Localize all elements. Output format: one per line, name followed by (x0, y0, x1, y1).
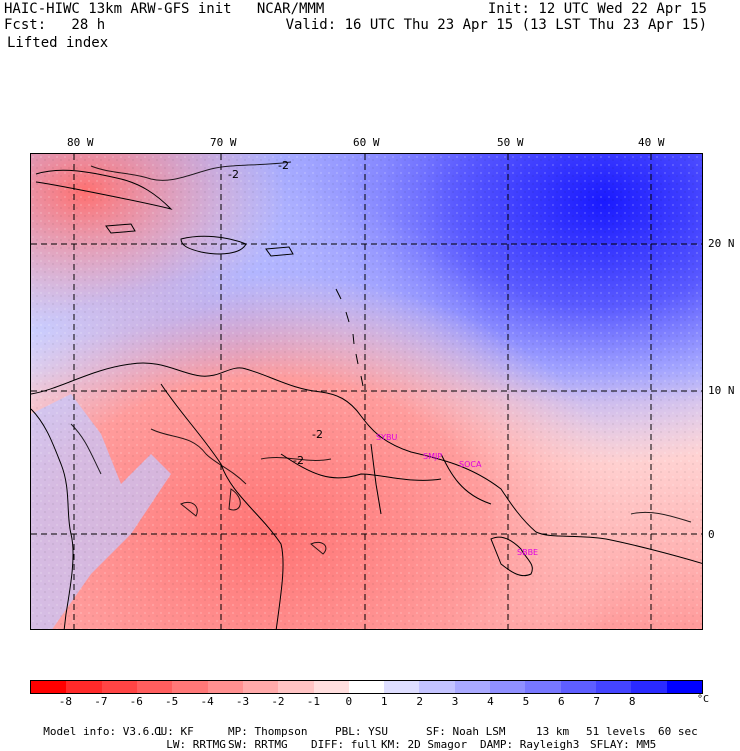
cuba-coast (35, 169, 173, 210)
legend-color-cell (631, 681, 667, 693)
legend-tick-label: 3 (451, 695, 459, 708)
footer-item: MP: Thompson (228, 725, 308, 738)
field-name: Lifted index (7, 35, 109, 51)
footer-item: CU: KF (154, 725, 194, 738)
footer-physics-info: LW: RRTMG SW: RRTMG DIFF: full KM: 2D Smago… (153, 725, 656, 751)
lifted-index-map (30, 153, 703, 630)
legend-tick-label: 8 (628, 695, 636, 708)
jamaica-coast (105, 223, 136, 234)
legend-tick-label: 1 (380, 695, 388, 708)
legend-color-cell (242, 681, 279, 693)
lon-label-50w: 50 W (497, 136, 524, 149)
station-label-soca: SOCA (459, 460, 482, 469)
legend-tick-label: -3 (235, 695, 250, 708)
contour-label: -2 (228, 168, 239, 181)
legend-tick-label: 5 (522, 695, 530, 708)
contour-label: -2 (312, 428, 323, 441)
station-label-sbbe: SBBE (517, 548, 539, 557)
puerto-rico-coast (265, 246, 294, 257)
station-label-sybu: SYBU (376, 433, 398, 442)
legend-color-cell (136, 681, 173, 693)
legend-color-cell (66, 681, 102, 693)
init-time: Init: 12 UTC Wed 22 Apr 15 (487, 1, 707, 17)
legend-tick-label: -1 (306, 695, 320, 708)
legend-color-cell (419, 681, 455, 693)
legend-color-cell (384, 681, 420, 693)
footer-item: 51 levels (586, 725, 646, 738)
legend-tick-label: -2 (271, 695, 285, 708)
forecast-hour: Fcst: 28 h (4, 17, 106, 33)
footer-item: Model info: V3.6.1 (43, 725, 163, 738)
legend-color-cell (101, 681, 137, 693)
legend-tick-label: 7 (593, 695, 601, 708)
lesser-antilles (335, 288, 364, 387)
legend-color-cell (666, 681, 702, 693)
legend-tick-label: 0 (345, 695, 353, 708)
graticule (31, 154, 702, 629)
lon-label-70w: 70 W (210, 136, 237, 149)
valid-time: Valid: 16 UTC Thu 23 Apr 15 (13 LST Thu … (285, 17, 707, 33)
interior-border-4 (440, 453, 492, 505)
interior-border-2 (280, 453, 442, 481)
legend-tick-label: -7 (94, 695, 108, 708)
legend-tick-label: 6 (558, 695, 565, 708)
interior-border-1 (160, 383, 284, 629)
lat-label-20n: 20 N (708, 237, 735, 250)
lon-label-60w: 60 W (353, 136, 380, 149)
legend-tick-label: -4 (200, 695, 214, 708)
contour-label: -2 (293, 454, 304, 467)
station-label-smjp: SMJP (423, 452, 443, 461)
hispaniola-coast (180, 235, 247, 255)
amazon-delta (490, 536, 533, 577)
legend-color-cell (596, 681, 632, 693)
legend-color-cell (313, 681, 349, 693)
model-title: HAIC-HIWC 13km ARW-GFS init NCAR/MMM (4, 1, 325, 17)
south-america-north-coast (31, 362, 702, 564)
legend-tick-label: 4 (487, 695, 494, 708)
legend-color-cell (490, 681, 526, 693)
color-legend (30, 680, 703, 694)
legend-color-cell (172, 681, 208, 693)
legend-color-cell (278, 681, 314, 693)
south-america-west-coast (31, 408, 74, 629)
legend-tick-label: -6 (129, 695, 143, 708)
coastlines (31, 169, 702, 629)
lat-label-0: 0 (708, 528, 715, 541)
legend-tick-label: -8 (58, 695, 73, 708)
footer-item: PBL: YSU (335, 725, 388, 738)
legend-tick-label: -5 (165, 695, 179, 708)
legend-tick-label: 2 (416, 695, 423, 708)
legend-color-cell (348, 681, 385, 693)
legend-color-cell (207, 681, 243, 693)
contour-label: -2 (278, 159, 289, 172)
lon-label-80w: 80 W (67, 136, 94, 149)
legend-color-cell (525, 681, 561, 693)
lon-label-40w: 40 W (638, 136, 665, 149)
interior-border-3 (370, 443, 382, 515)
footer-item: SF: Noah LSM (426, 725, 506, 738)
footer-item: 60 sec (658, 725, 698, 738)
legend-unit: °C (697, 694, 710, 705)
legend-color-cell (560, 681, 596, 693)
legend-color-cell (31, 681, 67, 693)
lat-label-10n: 10 N (708, 384, 735, 397)
footer-item: 13 km (536, 725, 570, 738)
footer-model-info: Model info: V3.6.1 CU: KF MP: Thompson PBL:… (30, 712, 698, 738)
legend-color-cell (454, 681, 491, 693)
